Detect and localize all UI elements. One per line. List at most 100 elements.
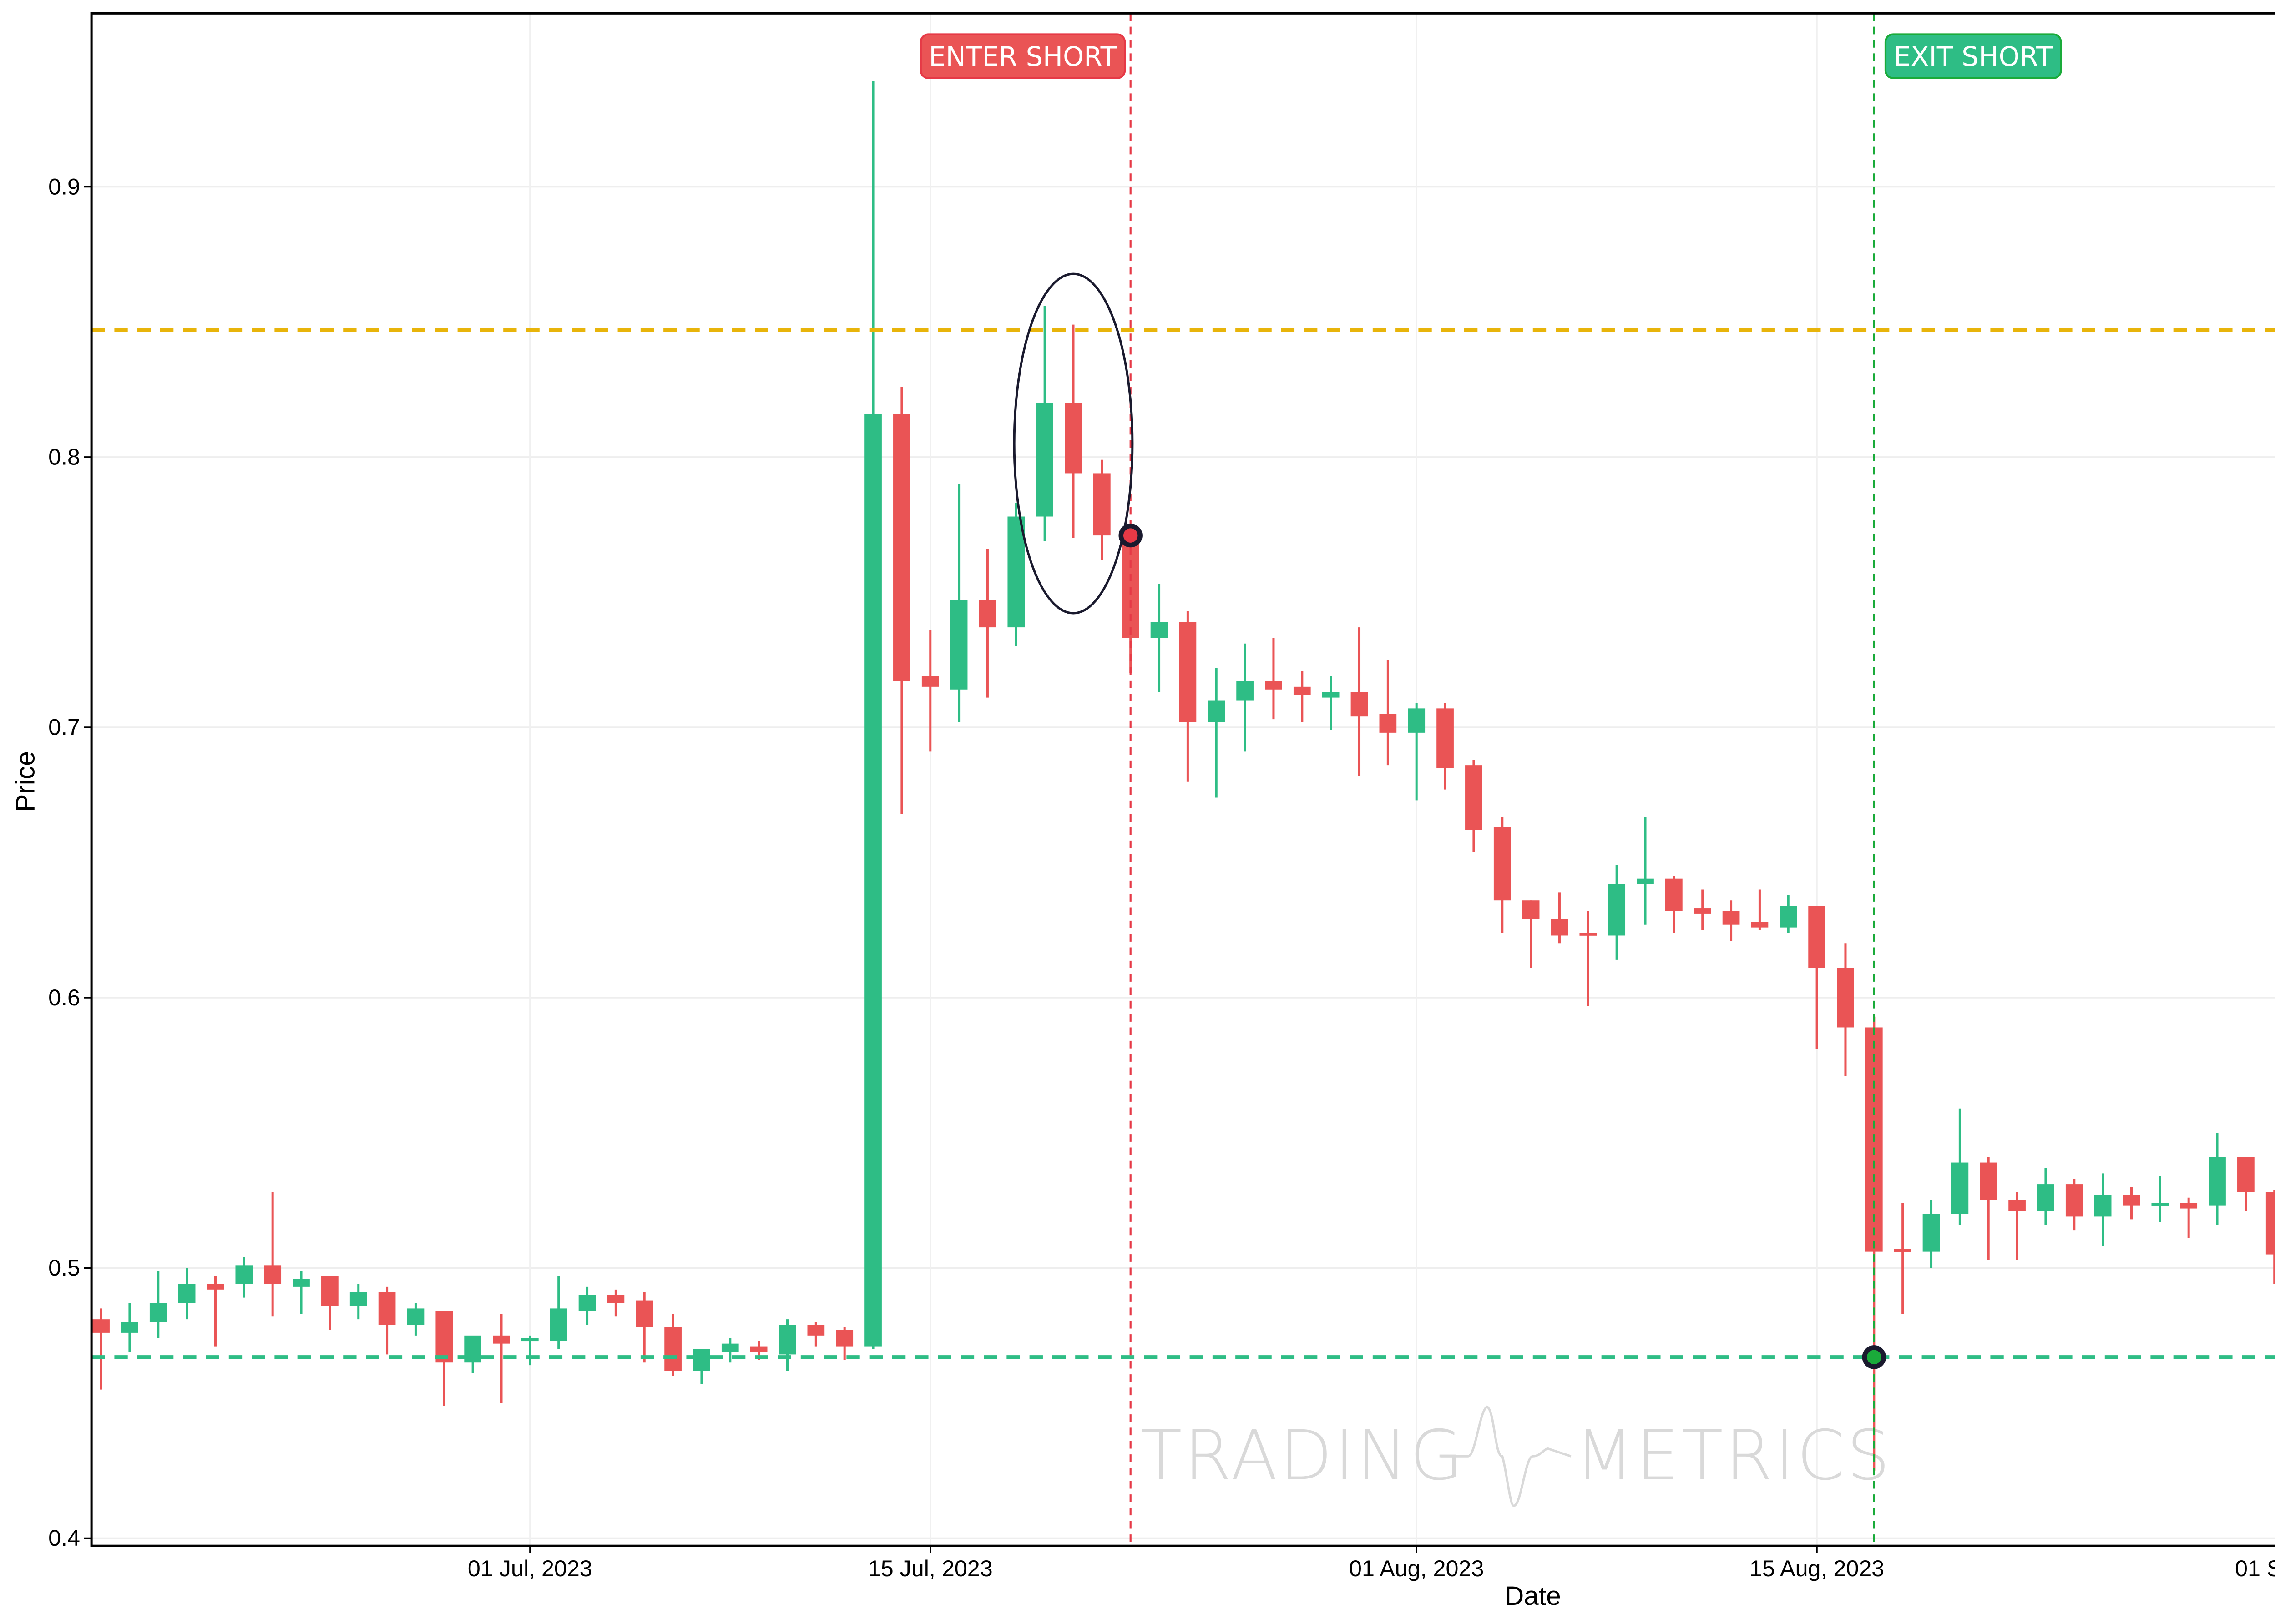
candle-body [1293,686,1311,695]
x-tick-label: 01 Aug, 2023 [1349,1555,1484,1581]
candle-body [435,1311,453,1363]
candle-body [1665,878,1683,911]
candle-body [1722,911,1740,925]
candle-body [807,1325,825,1336]
candle [1751,889,1769,930]
candle [378,1286,396,1355]
candle-body [1465,765,1482,830]
x-tick-label: 15 Aug, 2023 [1749,1555,1884,1581]
candle-body [1951,1162,1969,1214]
watermark: TRADING METRICS [1140,1405,1892,1507]
y-tick-label: 0.4 [48,1525,80,1551]
candle-body [979,600,996,628]
candle [836,1327,854,1360]
candle-body [1379,714,1397,733]
exit-short-label-box [1884,33,2062,79]
candle [1780,895,1797,933]
candle-body [1493,827,1511,901]
candle [1722,900,1740,941]
candle [1065,324,1082,539]
candle [207,1276,224,1347]
candle [1980,1157,1997,1260]
candle [1922,1200,1940,1268]
candle [1265,638,1282,720]
candle [2237,1157,2255,1211]
candle [1637,817,1654,925]
candle-body [2151,1203,2169,1206]
candle-body [2008,1200,2026,1211]
candle [2151,1176,2169,1222]
candle-body [1808,906,1825,968]
y-tick-label: 0.8 [48,444,80,470]
candle [521,1335,539,1366]
plot-frame [90,12,2275,1547]
candle [1150,584,1168,692]
candle [721,1338,739,1363]
watermark-text-right: METRICS [1575,1416,1892,1496]
candle-body [664,1327,682,1371]
candle-body [1980,1162,1997,1200]
candle [2008,1192,2026,1260]
candle-body [2209,1157,2226,1206]
candle-body [1208,700,1225,722]
candle [1322,676,1340,730]
candle-body [578,1295,596,1311]
candle [1408,703,1426,801]
candle-body [264,1265,282,1284]
candle [2094,1173,2112,1246]
candle [1551,892,1568,944]
candle [1951,1108,1969,1225]
candle-body [607,1295,625,1303]
candle [864,81,882,1349]
candle [550,1276,567,1349]
candle [1379,660,1397,766]
candle [349,1284,367,1320]
exit-short-label: EXIT SHORT [1884,33,2062,79]
x-axis: 01 Jul, 2023 15 Jul, 2023 01 Aug, 2023 15 A… [468,1546,2275,1581]
candle [1808,906,1825,1049]
candle-body [149,1303,167,1322]
candle-body [1694,908,1711,914]
candle-body [1551,919,1568,936]
highlight-ellipse [1013,272,1134,615]
candle [578,1286,596,1325]
candle-body [2237,1157,2255,1192]
candle [2209,1133,2226,1225]
candle [636,1292,653,1363]
candle-body [1350,692,1368,717]
candle [2265,1189,2275,1284]
candle-body [92,1319,110,1333]
candle [493,1314,510,1403]
watermark-text-left: TRADING [1140,1416,1465,1496]
exit-marker-icon [1862,1345,1886,1369]
candle-body [1236,681,1254,701]
candle [2037,1168,2054,1225]
candle-body [693,1349,710,1371]
candle-body [1637,878,1654,884]
gridlines [91,13,2275,1546]
candle-body [550,1308,567,1341]
candle-body [1179,622,1197,722]
candle [893,387,910,814]
candle-body [1065,403,1082,474]
candle [1007,503,1025,646]
candle-body [721,1343,739,1352]
candle [1179,611,1197,782]
candle-body [1608,884,1626,936]
candle-body [321,1276,339,1306]
candle-body [293,1279,310,1287]
candle-body [1150,622,1168,638]
candle-body [1322,692,1340,698]
candle-body [1436,708,1454,768]
candle-body [2180,1203,2198,1209]
candle [693,1349,710,1384]
exit-short-label-text: EXIT SHORT [1894,41,2053,72]
candle-body [207,1284,224,1290]
enter-short-label: ENTER SHORT [920,33,1126,79]
candle-body [1837,968,1854,1028]
candle-body [750,1346,768,1352]
candle-body [178,1284,196,1303]
candle [950,484,968,722]
